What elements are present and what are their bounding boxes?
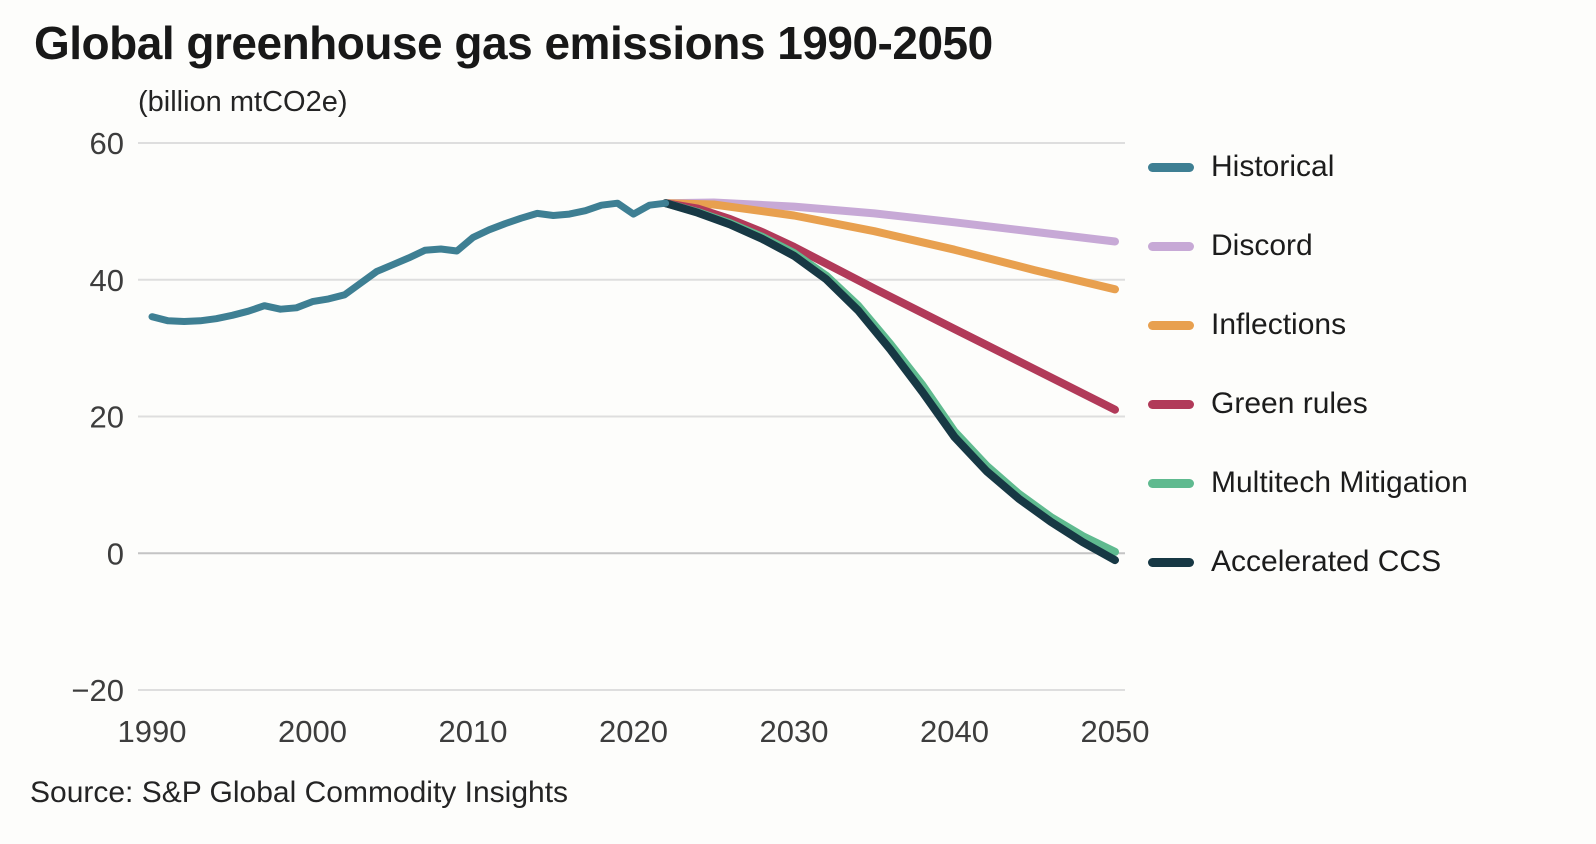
legend-swatch-icon xyxy=(1148,241,1194,251)
x-tick-label-2030: 2030 xyxy=(760,714,829,749)
legend-item-historical: Historical xyxy=(1148,150,1468,184)
chart-unit-label: (billion mtCO2e) xyxy=(138,86,348,118)
y-tick-label-60: 60 xyxy=(90,126,124,161)
legend-item-green-rules: Green rules xyxy=(1148,387,1468,421)
legend-label: Inflections xyxy=(1211,308,1347,341)
legend-label: Accelerated CCS xyxy=(1211,545,1442,578)
legend-swatch-icon xyxy=(1148,478,1194,488)
x-tick-label-1990: 1990 xyxy=(118,714,187,749)
x-tick-label-2000: 2000 xyxy=(278,714,347,749)
chart-legend: Historical Discord Inflections Green rules M… xyxy=(1148,150,1468,579)
legend-label: Multitech Mitigation xyxy=(1211,466,1468,499)
legend-swatch-icon xyxy=(1148,320,1194,330)
y-tick-label-40: 40 xyxy=(90,263,124,298)
y-tick-label--20: −20 xyxy=(71,673,124,708)
legend-label: Green rules xyxy=(1211,387,1368,420)
x-tick-label-2010: 2010 xyxy=(439,714,508,749)
legend-item-discord: Discord xyxy=(1148,229,1468,263)
legend-item-inflections: Inflections xyxy=(1148,308,1468,342)
series-line-inflections xyxy=(661,199,1119,294)
legend-swatch-icon xyxy=(1148,399,1194,409)
y-tick-label-20: 20 xyxy=(90,400,124,435)
series-line-accelerated-ccs xyxy=(661,199,1119,565)
x-tick-label-2050: 2050 xyxy=(1081,714,1150,749)
series-line-historical xyxy=(148,199,670,325)
page-title: Global greenhouse gas emissions 1990-205… xyxy=(34,17,993,69)
source-attribution: Source: S&P Global Commodity Insights xyxy=(30,776,569,809)
x-tick-label-2040: 2040 xyxy=(920,714,989,749)
legend-item-multitech-mitigation: Multitech Mitigation xyxy=(1148,466,1468,500)
legend-label: Historical xyxy=(1211,150,1335,183)
y-tick-label-0: 0 xyxy=(107,536,124,571)
legend-label: Discord xyxy=(1211,229,1313,262)
x-tick-label-2020: 2020 xyxy=(599,714,668,749)
legend-item-accelerated-ccs: Accelerated CCS xyxy=(1148,545,1468,579)
legend-swatch-icon xyxy=(1148,162,1194,172)
legend-swatch-icon xyxy=(1148,557,1194,567)
